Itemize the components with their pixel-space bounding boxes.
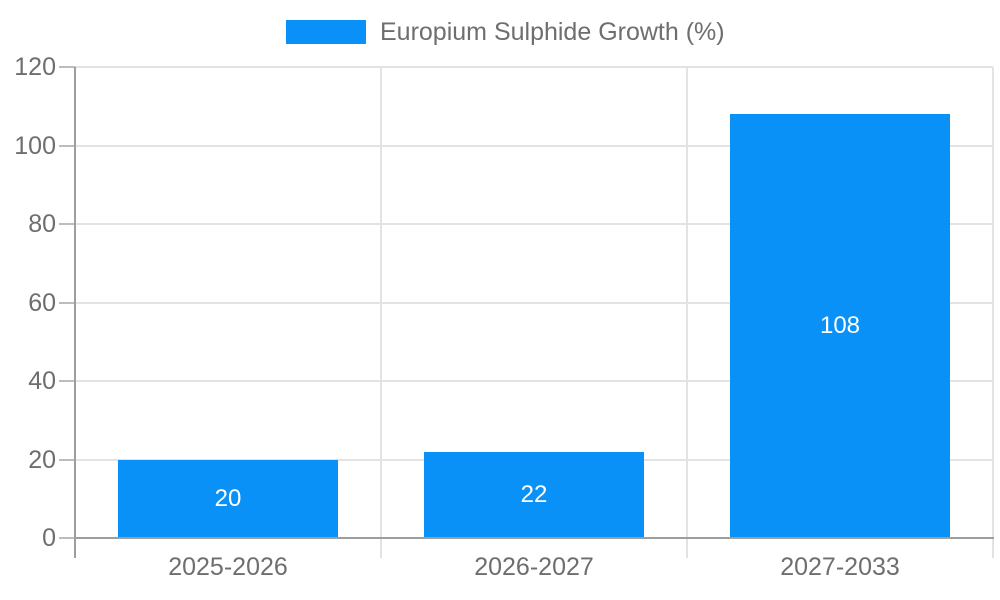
bar: 20 [118, 459, 338, 538]
y-axis-tick [59, 66, 75, 68]
gridline-horizontal [75, 223, 993, 225]
y-axis-line [74, 67, 76, 558]
x-axis-line [74, 537, 994, 539]
y-axis-tick [59, 301, 75, 304]
x-axis-label: 2027-2033 [780, 553, 900, 581]
gridline-horizontal [75, 66, 993, 68]
y-axis-tick [59, 537, 75, 539]
legend: Europium Sulphide Growth (%) [286, 18, 725, 46]
gridline-horizontal [75, 301, 993, 304]
y-axis-tick-label: 20 [28, 445, 56, 474]
gridline-horizontal [75, 380, 993, 382]
bar: 22 [424, 451, 644, 538]
bar-value-label: 20 [214, 484, 242, 512]
y-axis-tick-label: 0 [42, 524, 56, 552]
x-axis-label: 2025-2026 [168, 553, 288, 581]
y-axis-tick-label: 40 [28, 367, 56, 395]
gridline-vertical [992, 67, 994, 558]
y-axis-tick [59, 144, 75, 147]
gridline-vertical [686, 67, 688, 558]
y-axis-tick-label: 60 [28, 288, 56, 317]
legend-label: Europium Sulphide Growth (%) [380, 18, 725, 46]
legend-swatch [286, 20, 366, 44]
y-axis-tick [59, 458, 75, 461]
y-axis-tick-label: 120 [14, 53, 56, 81]
y-axis-tick-label: 100 [14, 131, 56, 160]
y-axis-tick [59, 380, 75, 382]
gridline-vertical [380, 67, 382, 558]
gridline-horizontal [75, 144, 993, 147]
x-axis-label: 2026-2027 [474, 553, 594, 581]
bar: 108 [730, 114, 950, 538]
y-axis-tick-label: 80 [28, 210, 56, 238]
bar-value-label: 22 [520, 480, 548, 508]
y-axis-tick [59, 223, 75, 225]
bar-value-label: 108 [819, 312, 861, 340]
